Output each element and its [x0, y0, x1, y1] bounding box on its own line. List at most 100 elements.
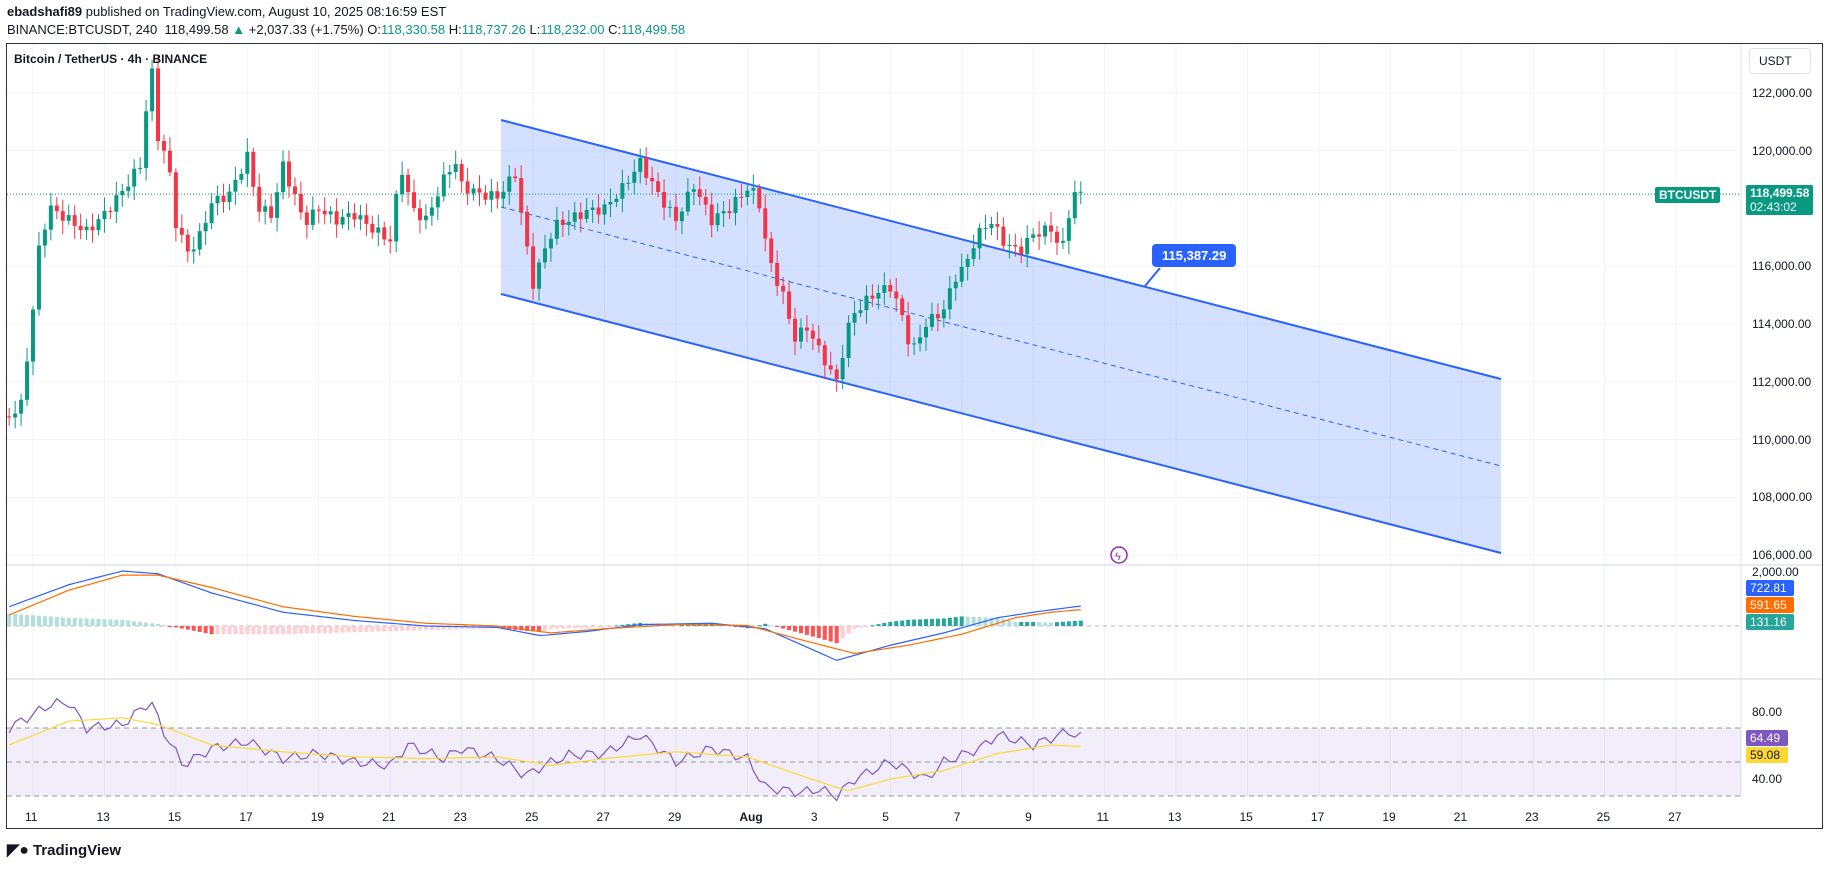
candle	[1019, 246, 1024, 255]
price-axis-label: 106,000.00	[1752, 548, 1813, 562]
histogram-value-tag: 131.16	[1746, 614, 1794, 630]
candle	[96, 219, 101, 231]
macd-histogram-bar	[554, 626, 559, 629]
time-axis-label: 29	[667, 810, 682, 824]
macd-histogram-bar	[763, 623, 768, 626]
macd-histogram-bar	[828, 626, 833, 642]
macd-histogram-bar	[316, 626, 321, 634]
candle	[7, 416, 12, 418]
candle	[953, 281, 958, 289]
candle	[531, 246, 536, 289]
macd-histogram-bar	[453, 626, 458, 630]
currency-button[interactable]: USDT	[1749, 48, 1811, 74]
time-axis-label: 27	[1668, 810, 1682, 824]
candle	[1001, 226, 1006, 246]
candle	[227, 191, 232, 203]
macd-histogram-bar	[167, 626, 172, 627]
candle	[263, 206, 268, 212]
candle	[233, 179, 238, 192]
candle	[971, 248, 976, 259]
candle	[150, 68, 155, 112]
candle	[781, 285, 786, 292]
chart-frame[interactable]	[6, 43, 1823, 829]
macd-histogram-bar	[531, 626, 536, 632]
macd-histogram-bar	[281, 626, 286, 635]
candle	[1037, 234, 1042, 237]
macd-histogram-bar	[25, 614, 30, 626]
candle	[376, 227, 381, 233]
candle	[42, 229, 47, 246]
channel-price-label[interactable]: 115,387.29	[1152, 244, 1237, 267]
macd-histogram-bar	[793, 626, 798, 632]
macd-histogram-bar	[203, 626, 208, 634]
macd-histogram-bar	[733, 626, 738, 627]
tradingview-logo[interactable]: ◤● TradingView	[7, 840, 121, 860]
candle	[602, 204, 607, 215]
macd-histogram-bar	[66, 617, 71, 626]
candle	[167, 150, 172, 173]
author[interactable]: ebadshafi89	[7, 4, 83, 19]
macd-histogram-bar	[156, 623, 161, 626]
macd-histogram-bar	[1001, 619, 1006, 626]
macd-histogram-bar	[566, 626, 571, 629]
candle	[679, 211, 684, 222]
candle	[221, 195, 226, 203]
candle	[36, 245, 41, 310]
macd-histogram-bar	[1007, 620, 1012, 626]
candle	[608, 202, 613, 205]
macd-histogram-bar	[126, 620, 131, 626]
macd-histogram-bar	[846, 626, 851, 634]
candle	[1025, 237, 1030, 255]
macd-histogram-bar	[298, 626, 303, 634]
candle	[215, 195, 220, 204]
macd-histogram-bar	[1049, 622, 1054, 626]
time-axis-label: 21	[1453, 810, 1468, 824]
rsi-axis-40: 40.00	[1752, 772, 1783, 786]
candle	[465, 181, 470, 194]
candle	[1031, 234, 1036, 238]
label-pointer	[1144, 267, 1161, 287]
candle	[417, 208, 422, 221]
macd-histogram-bar	[7, 613, 12, 626]
macd-histogram-bar	[429, 626, 434, 630]
macd-histogram-bar	[971, 616, 976, 626]
macd-histogram-bar	[364, 626, 369, 632]
candle	[852, 312, 857, 323]
candle	[983, 228, 988, 230]
low-label: L:	[529, 22, 541, 37]
channel-median-line	[500, 206, 1502, 467]
macd-histogram-bar	[876, 624, 881, 626]
macd-histogram-bar	[858, 626, 863, 628]
close-label: C:	[608, 22, 622, 37]
candle	[316, 209, 321, 211]
macd-histogram-bar	[465, 626, 470, 629]
macd-histogram-bar	[519, 626, 524, 631]
time-axis-label: 19	[1382, 810, 1396, 824]
macd-histogram-bar	[60, 617, 65, 626]
candle	[614, 198, 619, 203]
tradingview-logo-icon: ◤●	[7, 842, 29, 859]
macd-histogram-bar	[965, 616, 970, 626]
candle	[281, 161, 286, 193]
candle	[828, 365, 833, 370]
macd-histogram-bar	[1025, 621, 1030, 626]
macd-histogram-bar	[161, 625, 166, 627]
candle	[352, 213, 357, 220]
macd-histogram-bar	[834, 626, 839, 644]
candle	[763, 208, 768, 239]
time-axis-label: 27	[596, 810, 610, 824]
candle	[822, 345, 827, 366]
candle	[638, 157, 643, 172]
candle	[1054, 231, 1059, 243]
rsi-ma-line	[8, 717, 1081, 792]
candle	[406, 174, 411, 193]
macd-histogram-bar	[787, 626, 792, 631]
candle	[179, 228, 184, 235]
channel-upper-line	[500, 119, 1502, 380]
candle	[584, 209, 589, 219]
macd-histogram-bar	[560, 626, 565, 629]
candle	[840, 357, 845, 380]
candle	[13, 413, 18, 418]
macd-histogram-bar	[138, 621, 143, 626]
